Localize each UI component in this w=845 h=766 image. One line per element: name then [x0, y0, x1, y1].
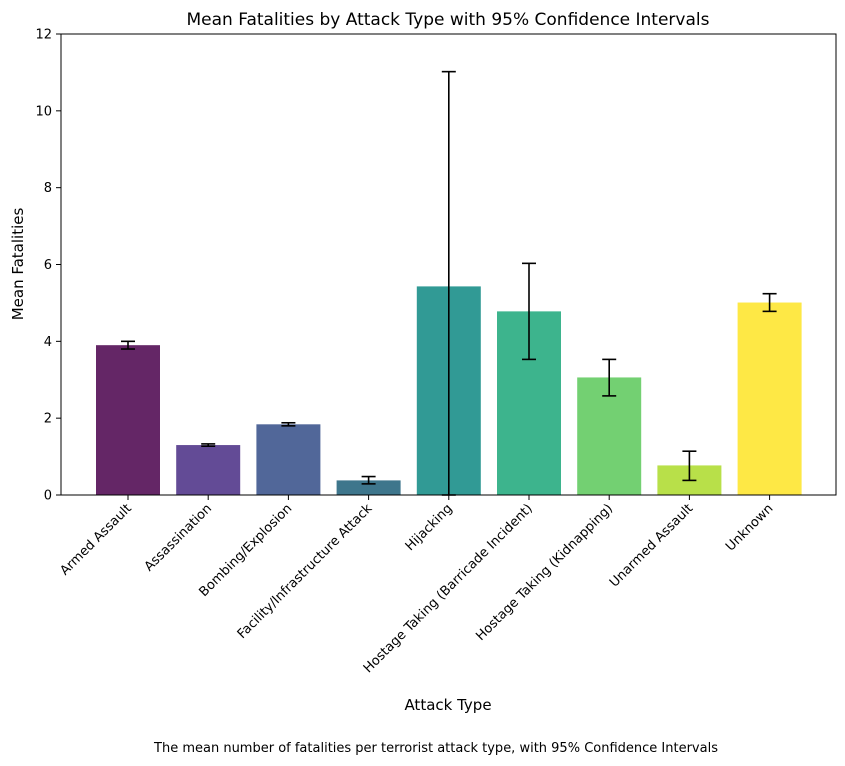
bar	[577, 377, 642, 495]
y-tick-label: 12	[35, 28, 52, 43]
y-axis-label: Mean Fatalities	[9, 208, 27, 321]
chart-caption: The mean number of fatalities per terror…	[153, 741, 718, 756]
x-tick-label: Unknown	[723, 501, 776, 554]
bar	[737, 302, 802, 495]
x-tick-label: Hijacking	[403, 501, 456, 554]
y-tick-label: 4	[44, 335, 52, 350]
y-tick-label: 2	[44, 412, 52, 427]
y-tick-label: 8	[44, 181, 52, 196]
bar	[256, 424, 321, 495]
x-tick-label: Hostage Taking (Kidnapping)	[473, 501, 616, 644]
x-axis: Armed Assault AssassinationBombing/Explos…	[57, 495, 776, 676]
x-tick-label: Armed Assault	[57, 501, 134, 578]
x-tick-label: Facility/Infrastructure Attack	[235, 501, 376, 642]
bar	[336, 480, 401, 495]
x-tick-label: Hostage Taking (Barricade Incident)	[361, 501, 536, 676]
y-axis: 0 2 4 6 8 10 12	[35, 28, 61, 504]
bar	[176, 445, 241, 495]
errorbars-layer	[121, 70, 777, 496]
y-tick-label: 0	[44, 489, 52, 504]
x-tick-label: Unarmed Assault	[607, 501, 696, 590]
y-tick-label: 10	[35, 104, 52, 119]
bar	[96, 345, 160, 495]
x-axis-label: Attack Type	[404, 696, 491, 714]
x-tick-label: Assassination	[142, 501, 215, 574]
y-tick-label: 6	[44, 258, 52, 273]
chart-title: Mean Fatalities by Attack Type with 95% …	[187, 10, 710, 30]
